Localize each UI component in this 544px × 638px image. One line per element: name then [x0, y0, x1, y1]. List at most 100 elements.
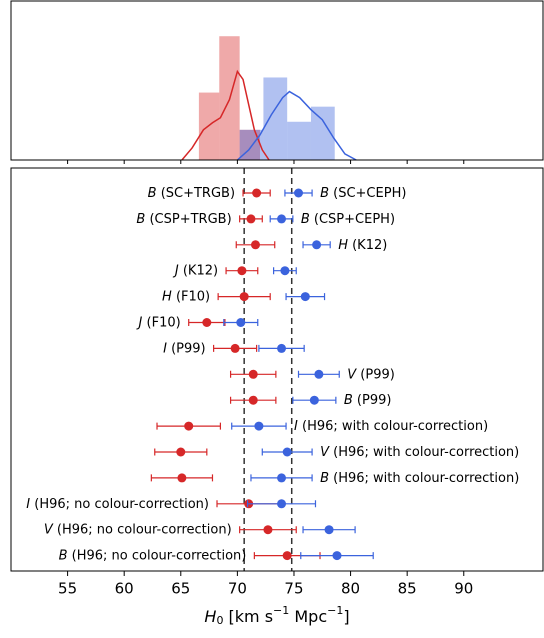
hist-bar: [239, 129, 261, 160]
panel-frame: [10, 0, 544, 161]
hist-bar: [287, 121, 311, 160]
sample-label: (P99): [360, 367, 395, 382]
x-axis-label: H0 [km s−1 Mpc−1]: [204, 604, 349, 627]
sample-label: (CSP+TRGB): [149, 211, 231, 226]
sample-label: (SC+CEPH): [333, 186, 406, 201]
x-label-part: −1: [327, 604, 343, 617]
sample-label: (P99): [357, 393, 392, 408]
hist-bar: [310, 106, 335, 160]
point: [252, 188, 262, 198]
band-label: B: [344, 393, 353, 408]
band-label: V: [320, 445, 330, 460]
band-label: B: [320, 186, 329, 201]
sample-label: (F10): [176, 289, 210, 304]
row-label: B (P99): [344, 393, 392, 408]
band-label: H: [162, 289, 172, 304]
row-label: B (SC+CEPH): [320, 186, 406, 201]
point: [294, 188, 304, 198]
x-label-part: Mpc: [289, 607, 327, 626]
sample-label: (SC+TRGB): [161, 186, 235, 201]
x-tick-label: 80: [341, 580, 360, 598]
sample-label: (K12): [352, 237, 387, 252]
point: [246, 214, 256, 224]
row-label: I (H96; with colour-correction): [294, 419, 488, 434]
row-label: B (CSP+TRGB): [136, 211, 231, 226]
sample-label: (H96; with colour-correction): [333, 470, 519, 485]
point: [309, 395, 319, 405]
point: [277, 499, 287, 509]
row-label: I (P99): [163, 341, 206, 356]
band-label: B: [320, 470, 329, 485]
band-label: B: [136, 211, 145, 226]
point: [282, 447, 292, 457]
row-label: B (CSP+CEPH): [301, 211, 395, 226]
band-label: I: [294, 419, 298, 434]
point: [324, 525, 334, 535]
band-label: H: [338, 237, 348, 252]
x-tick-label: 65: [171, 580, 190, 598]
point: [239, 292, 249, 302]
row-label: V (P99): [347, 367, 395, 382]
x-tick-label: 75: [284, 580, 303, 598]
sample-label: (CSP+CEPH): [314, 211, 395, 226]
row-label: B (SC+TRGB): [148, 186, 235, 201]
x-label-part: −1: [273, 604, 289, 617]
x-tick-label: 90: [454, 580, 473, 598]
x-tick-label: 60: [115, 580, 134, 598]
point: [177, 473, 187, 483]
point: [277, 473, 287, 483]
band-label: B: [148, 186, 157, 201]
panel-frame: [10, 167, 544, 572]
band-label: I: [163, 341, 167, 356]
row-label: V (H96; no colour-correction): [44, 522, 232, 537]
sample-label: (K12): [183, 263, 218, 278]
point: [184, 421, 194, 431]
row-label: B (H96; with colour-correction): [320, 470, 519, 485]
row-label: B (H96; no colour-correction): [59, 548, 247, 563]
point: [236, 318, 246, 327]
row-label: H (K12): [338, 237, 387, 252]
hist-bar: [263, 77, 288, 160]
band-label: B: [301, 211, 310, 226]
point: [277, 214, 287, 224]
point: [312, 240, 322, 250]
kde-curve: [236, 90, 357, 161]
point: [248, 369, 258, 379]
sample-label: (P99): [171, 341, 206, 356]
point: [248, 395, 258, 405]
point: [332, 551, 342, 561]
sample-label: (H96; with colour-correction): [333, 445, 519, 460]
row-label: I (H96; no colour-correction): [26, 496, 209, 511]
sample-label: (H96; no colour-correction): [34, 496, 209, 511]
sample-label: (F10): [147, 315, 181, 330]
point: [277, 343, 287, 353]
band-label: J: [136, 315, 143, 330]
sample-label: (H96; no colour-correction): [72, 548, 247, 563]
row-label: V (H96; with colour-correction): [320, 445, 519, 460]
point: [314, 369, 324, 379]
band-label: I: [26, 496, 30, 511]
point: [263, 525, 273, 535]
point: [282, 551, 292, 561]
point: [250, 240, 260, 250]
x-tick-label: 85: [398, 580, 417, 598]
band-label: J: [172, 263, 179, 278]
x-label-part: ]: [343, 607, 349, 626]
x-tick-label: 55: [58, 580, 77, 598]
point: [237, 266, 247, 276]
x-label-part: [km s: [223, 607, 273, 626]
kde-curve: [181, 69, 270, 161]
point: [300, 292, 310, 302]
point: [230, 343, 240, 353]
point: [254, 421, 264, 431]
row-label: H (F10): [162, 289, 210, 304]
x-label-part: 0: [216, 614, 223, 627]
x-tick-label: 70: [228, 580, 247, 598]
x-label-part: H: [204, 607, 216, 626]
sample-label: (H96; no colour-correction): [57, 522, 232, 537]
point: [176, 447, 186, 457]
band-label: B: [59, 548, 68, 563]
point: [202, 318, 212, 327]
point: [280, 266, 290, 276]
